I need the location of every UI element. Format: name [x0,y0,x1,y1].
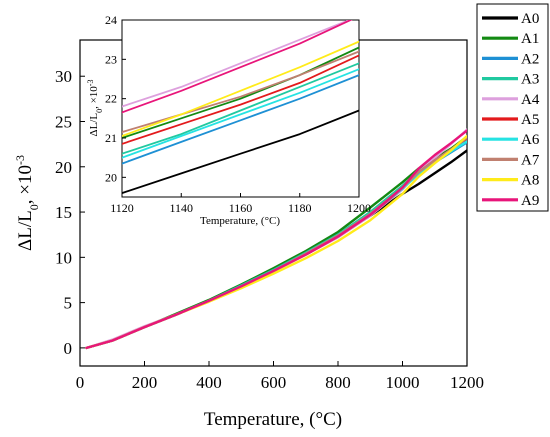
legend-label-a4: A4 [521,92,540,108]
main-x-ticks: 0 200 400 600 800 1000 1200 [76,361,484,392]
inset-series-line-a8 [122,40,359,137]
inset-y-tick-label: 22 [105,92,117,106]
legend-label-a2: A2 [521,51,539,67]
inset-series-line-a7 [122,50,359,134]
main-x-tick-label: 1200 [450,373,484,392]
legend-label-a5: A5 [521,112,539,128]
legend-label-a9: A9 [521,193,539,209]
inset-series-group [122,20,359,195]
inset-y-ticks: 20 21 22 23 24 [105,13,126,184]
main-y-tick-label: 5 [64,294,73,313]
inset-plot-frame [121,19,360,198]
inset-y-tick-label: 21 [105,131,117,145]
main-y-ticks: 0 5 10 15 20 25 30 [55,67,85,358]
main-x-tick-label: 800 [325,373,351,392]
inset-series-line-a9 [122,20,353,114]
main-y-tick-label: 0 [64,339,73,358]
inset-series-line-a4 [122,20,352,108]
main-y-tick-label: 10 [55,248,72,267]
legend-label-a6: A6 [521,132,540,148]
inset-series-line-a1 [122,46,359,139]
main-y-tick-label: 20 [55,158,72,177]
legend-label-a0: A0 [521,11,539,27]
inset-y-tick-label: 24 [105,13,117,27]
inset-x-tick-label: 1160 [229,201,253,215]
legend-label-a1: A1 [521,31,539,47]
main-x-tick-label: 200 [132,373,158,392]
inset-series-line-a0 [122,109,359,195]
inset-x-axis-label: Temperature, (°C) [200,215,280,227]
main-x-tick-label: 600 [261,373,287,392]
inset-series-line-a5 [122,54,359,145]
inset-series-line-a2 [122,74,359,165]
main-x-tick-label: 0 [76,373,85,392]
inset-series-line-a3 [122,62,359,155]
inset-y-tick-label: 23 [105,52,117,66]
inset-x-ticks: 1120 1140 1160 1180 1200 [110,193,371,215]
inset-y-axis-label: ΔL/L0, ×10-3 [86,80,104,137]
inset-series-line-a6 [122,68,359,159]
main-y-tick-label: 25 [55,113,72,132]
main-x-tick-label: 400 [196,373,222,392]
main-y-tick-label: 15 [55,203,72,222]
legend-label-a7: A7 [521,152,540,168]
main-x-axis-label: Temperature, (°C) [204,409,342,430]
inset-x-tick-label: 1180 [288,201,312,215]
legend: A0 A1 A2 A3 A4 A5 A6 A7 A8 A9 [482,11,540,209]
inset-x-tick-label: 1140 [169,201,193,215]
main-series-line-a9 [85,129,467,350]
main-x-tick-label: 1000 [386,373,420,392]
main-series-group [85,128,467,350]
legend-label-a8: A8 [521,173,539,189]
inset-x-tick-label: 1200 [347,201,371,215]
main-y-axis-label: ΔL/L0, ×10-3 [13,155,41,251]
legend-label-a3: A3 [521,72,539,88]
inset-x-tick-label: 1120 [110,201,134,215]
inset-y-tick-label: 20 [105,170,117,184]
main-y-tick-label: 30 [55,67,72,86]
